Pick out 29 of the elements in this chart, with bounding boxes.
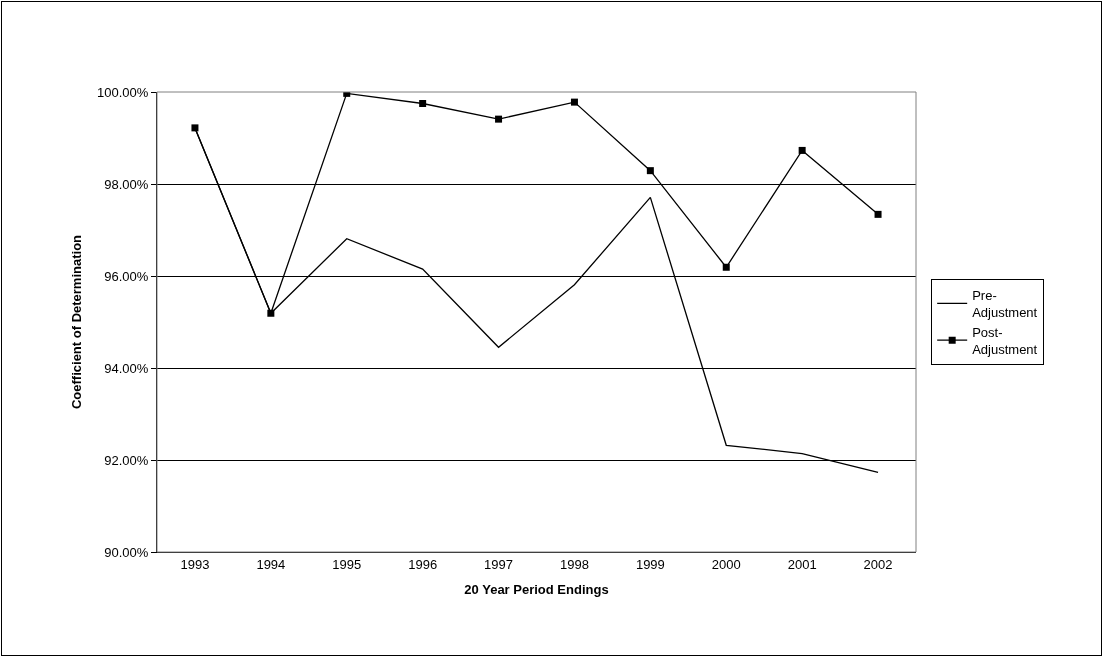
x-tick-label: 1993 xyxy=(180,556,210,572)
x-tick-label: 1997 xyxy=(484,556,514,572)
point xyxy=(570,98,578,106)
legend-label: Post-Adjustment xyxy=(972,324,1038,357)
point xyxy=(646,167,654,175)
legend-label: Pre-Adjustment xyxy=(972,288,1038,320)
point xyxy=(495,115,503,123)
y-tick-label: 92.00% xyxy=(104,452,149,468)
x-tick-label: 1995 xyxy=(332,556,362,572)
x-tick-label: 1998 xyxy=(559,556,589,572)
x-tick-label: 2000 xyxy=(711,556,741,572)
point xyxy=(191,124,199,132)
y-tick-label: 98.00% xyxy=(104,176,149,192)
x-tick-label: 1999 xyxy=(635,556,665,572)
y-axis-title: Coefficient of Determination xyxy=(69,234,85,410)
point xyxy=(419,100,427,107)
point xyxy=(267,309,275,317)
y-tick-label: 90.00% xyxy=(104,544,149,560)
point xyxy=(798,146,806,154)
point xyxy=(874,210,882,218)
x-tick-label: 2002 xyxy=(863,556,893,572)
y-tick-label: 100.00% xyxy=(97,84,149,100)
y-tick-label: 96.00% xyxy=(104,268,149,284)
y-tick-label: 94.00% xyxy=(104,360,149,376)
point xyxy=(722,263,730,271)
x-tick-label: 2001 xyxy=(787,556,817,572)
x-tick-label: 1994 xyxy=(256,556,286,572)
x-tick-label: 1996 xyxy=(408,556,438,572)
x-axis-title: 20 Year Period Endings xyxy=(464,582,609,598)
